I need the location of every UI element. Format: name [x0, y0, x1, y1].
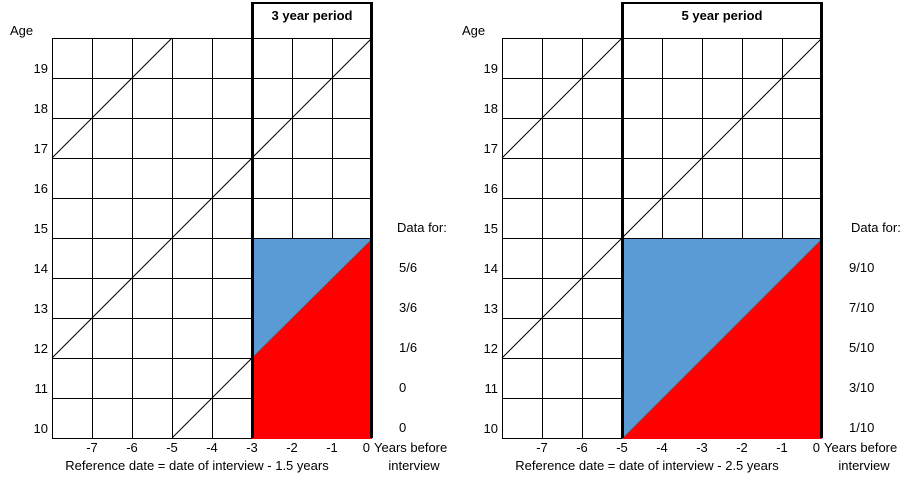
x-axis-tick: -5 [616, 440, 628, 455]
x-axis-tick: -7 [536, 440, 548, 455]
x-axis-unit-label: interview [388, 458, 440, 473]
fraction-label: 5/10 [849, 340, 875, 355]
fraction-label: 0 [399, 380, 407, 395]
y-axis-tick: 16 [483, 181, 498, 196]
y-axis-tick: 19 [483, 61, 498, 76]
y-axis-tick: 12 [483, 341, 498, 356]
x-axis-tick: 0 [812, 440, 820, 455]
y-axis-tick: 16 [33, 181, 48, 196]
right-chart-highlight [621, 238, 823, 440]
data-for-label: Data for: [397, 220, 447, 235]
left-chart-period-frame [251, 2, 373, 438]
y-axis-tick: 17 [33, 141, 48, 156]
data-for-label: Data for: [851, 220, 901, 235]
right-chart-period-frame [621, 2, 823, 438]
fraction-label: 7/10 [849, 300, 875, 315]
left-chart-highlight [251, 238, 373, 439]
x-axis-unit-label: interview [838, 458, 890, 473]
y-axis-tick: 10 [33, 421, 48, 436]
y-axis-tick: 10 [483, 421, 498, 436]
y-axis-tick: 14 [483, 261, 498, 276]
x-axis-tick: -3 [246, 440, 258, 455]
y-axis-tick: 18 [33, 101, 48, 116]
age-axis-label: Age [462, 23, 486, 38]
x-axis-tick: -4 [656, 440, 668, 455]
x-axis-tick: -6 [126, 440, 138, 455]
x-axis-tick: 0 [362, 440, 370, 455]
chart-title: 3 year period [271, 8, 353, 23]
y-axis-tick: 17 [483, 141, 498, 156]
fraction-label: 3/6 [399, 300, 418, 315]
y-axis-tick: 12 [33, 341, 48, 356]
fraction-label: 0 [399, 420, 407, 435]
reference-date-caption: Reference date = date of interview - 1.5… [65, 458, 329, 473]
left-region-split-diagonal [251, 238, 373, 359]
x-axis-tick: -1 [776, 440, 788, 455]
y-axis-tick: 11 [34, 381, 49, 396]
right-region-split-diagonal [621, 238, 823, 440]
y-axis-tick: 18 [483, 101, 498, 116]
x-axis-tick: -3 [696, 440, 708, 455]
fraction-label: 1/6 [399, 340, 418, 355]
chart-title: 5 year period [681, 8, 763, 23]
x-axis-unit-label: Years before [374, 440, 448, 455]
y-axis-tick: 15 [483, 221, 498, 236]
x-axis-tick: -4 [206, 440, 218, 455]
left-chart-cohort-lines [51, 37, 373, 439]
y-axis-tick: 13 [33, 301, 48, 316]
x-axis-tick: -2 [736, 440, 748, 455]
x-axis-tick: -6 [576, 440, 588, 455]
x-axis-tick: -2 [286, 440, 298, 455]
reference-date-caption: Reference date = date of interview - 2.5… [515, 458, 779, 473]
fraction-label: 5/6 [399, 260, 418, 275]
x-axis-unit-label: Years before [824, 440, 898, 455]
x-axis-tick: -1 [326, 440, 338, 455]
left-red-region [252, 239, 372, 439]
fraction-label: 3/10 [849, 380, 875, 395]
age-axis-label: Age [10, 23, 34, 38]
y-axis-tick: 13 [483, 301, 498, 316]
right-chart-cohort-lines [501, 37, 823, 359]
y-axis-tick: 15 [33, 221, 48, 236]
y-axis-tick: 19 [33, 61, 48, 76]
x-axis-tick: -5 [166, 440, 178, 455]
y-axis-tick: 11 [484, 381, 499, 396]
x-axis-tick: -7 [86, 440, 98, 455]
fraction-label: 9/10 [849, 260, 875, 275]
y-axis-tick: 14 [33, 261, 48, 276]
fraction-label: 1/10 [849, 420, 875, 435]
